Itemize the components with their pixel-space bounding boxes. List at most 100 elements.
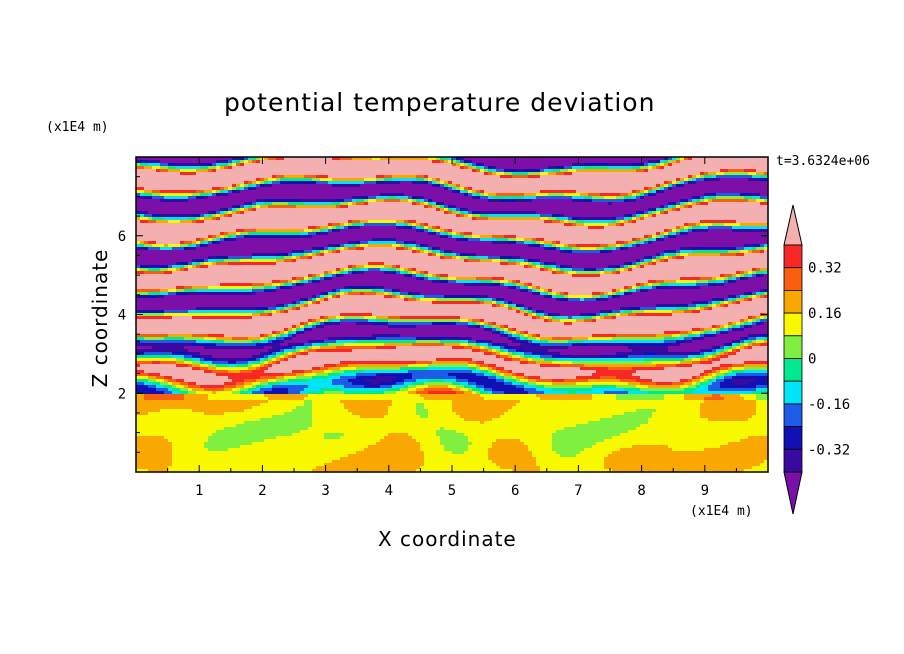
- heatmap-cell: [316, 172, 321, 176]
- heatmap-cell: [688, 214, 693, 218]
- heatmap-cell: [508, 199, 513, 203]
- heatmap-cell: [700, 223, 705, 227]
- time-label: t=3.6324e+06: [776, 154, 870, 169]
- heatmap-cell: [744, 229, 749, 233]
- heatmap-cell: [492, 184, 497, 188]
- heatmap-cell: [404, 190, 409, 194]
- heatmap-cell: [136, 247, 141, 251]
- heatmap-cell: [444, 163, 449, 167]
- heatmap-cell: [480, 235, 485, 239]
- heatmap-cell: [360, 214, 365, 218]
- heatmap-cell: [656, 190, 661, 194]
- heatmap-cell: [544, 217, 549, 221]
- heatmap-cell: [180, 163, 185, 167]
- heatmap-cell: [268, 235, 273, 239]
- heatmap-cell: [580, 238, 585, 242]
- heatmap-cell: [152, 166, 157, 170]
- heatmap-cell: [708, 178, 713, 182]
- heatmap-cell: [164, 178, 169, 182]
- heatmap-cell: [464, 190, 469, 194]
- heatmap-cell: [144, 214, 149, 218]
- heatmap-cell: [680, 160, 685, 164]
- heatmap-cell: [568, 181, 573, 185]
- heatmap-cell: [624, 244, 629, 248]
- heatmap-cell: [308, 157, 313, 161]
- heatmap-cell: [648, 178, 653, 182]
- heatmap-cell: [692, 223, 697, 227]
- heatmap-cell: [688, 238, 693, 242]
- heatmap-cell: [396, 184, 401, 188]
- heatmap-cell: [408, 160, 413, 164]
- heatmap-cell: [676, 175, 681, 179]
- heatmap-cell: [596, 163, 601, 167]
- heatmap-cell: [400, 244, 405, 248]
- heatmap-cell: [188, 244, 193, 248]
- heatmap-cell: [744, 244, 749, 248]
- heatmap-cell: [196, 157, 201, 161]
- heatmap-cell: [708, 241, 713, 245]
- heatmap-cell: [152, 223, 157, 227]
- heatmap-cell: [196, 181, 201, 185]
- heatmap-cell: [608, 190, 613, 194]
- heatmap-cell: [488, 211, 493, 215]
- heatmap-cell: [560, 205, 565, 209]
- heatmap-cell: [520, 214, 525, 218]
- heatmap-cell: [392, 247, 397, 251]
- heatmap-cell: [168, 229, 173, 233]
- heatmap-cell: [424, 178, 429, 182]
- heatmap-cell: [172, 232, 177, 236]
- heatmap-cell: [520, 163, 525, 167]
- heatmap-cell: [712, 187, 717, 191]
- heatmap-cell: [464, 235, 469, 239]
- heatmap-cell: [224, 244, 229, 248]
- heatmap-cell: [576, 235, 581, 239]
- heatmap-cell: [600, 199, 605, 203]
- heatmap-cell: [264, 163, 269, 167]
- heatmap-cell: [732, 217, 737, 221]
- heatmap-cell: [216, 220, 221, 224]
- heatmap-cell: [676, 184, 681, 188]
- heatmap-cell: [464, 223, 469, 227]
- heatmap-cell: [160, 214, 165, 218]
- heatmap-cell: [244, 229, 249, 233]
- heatmap-cell: [396, 178, 401, 182]
- heatmap-cell: [424, 166, 429, 170]
- heatmap-cell: [396, 226, 401, 230]
- heatmap-cell: [208, 217, 213, 221]
- heatmap-cell: [372, 163, 377, 167]
- heatmap-cell: [732, 172, 737, 176]
- heatmap-cell: [180, 172, 185, 176]
- heatmap-cell: [444, 238, 449, 242]
- heatmap-cell: [660, 181, 665, 185]
- heatmap-cell: [660, 235, 665, 239]
- heatmap-cell: [328, 181, 333, 185]
- heatmap-cell: [732, 205, 737, 209]
- heatmap-cell: [456, 226, 461, 230]
- heatmap-cell: [504, 223, 509, 227]
- heatmap-cell: [680, 217, 685, 221]
- heatmap-cell: [280, 172, 285, 176]
- heatmap-cell: [216, 232, 221, 236]
- heatmap-cell: [632, 229, 637, 233]
- heatmap-cell: [752, 178, 757, 182]
- heatmap-cell: [320, 229, 325, 233]
- heatmap-cell: [720, 175, 725, 179]
- heatmap-cell: [756, 169, 761, 173]
- heatmap-cell: [532, 211, 537, 215]
- heatmap-cell: [660, 208, 665, 212]
- heatmap-cell: [188, 181, 193, 185]
- heatmap-cell: [260, 220, 265, 224]
- heatmap-cell: [420, 172, 425, 176]
- heatmap-cell: [648, 181, 653, 185]
- heatmap-cell: [220, 232, 225, 236]
- heatmap-cell: [400, 178, 405, 182]
- heatmap-cell: [428, 163, 433, 167]
- heatmap-cell: [536, 187, 541, 191]
- heatmap-cell: [240, 223, 245, 227]
- heatmap-cell: [556, 232, 561, 236]
- heatmap-cell: [396, 244, 401, 248]
- heatmap-cell: [540, 235, 545, 239]
- heatmap-cell: [200, 202, 205, 206]
- heatmap-cell: [644, 211, 649, 215]
- heatmap-cell: [388, 196, 393, 200]
